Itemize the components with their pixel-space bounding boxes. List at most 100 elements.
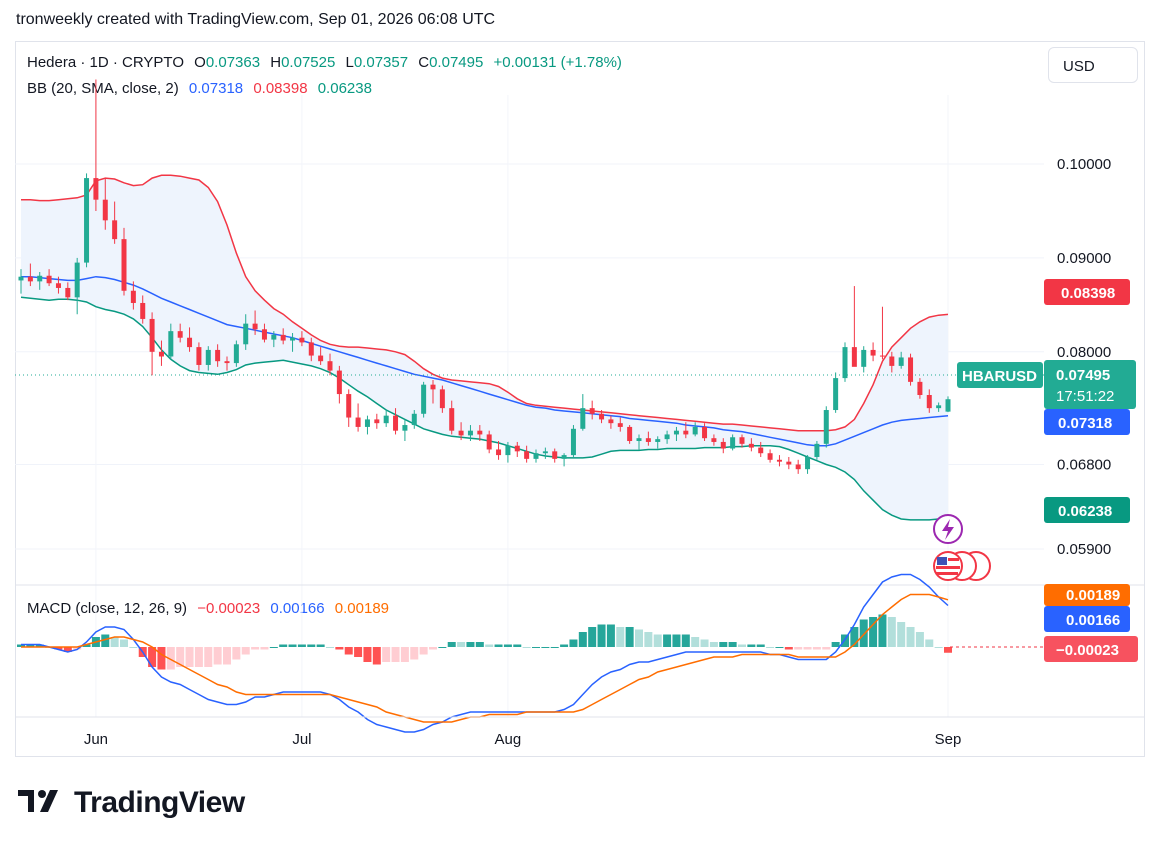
histogram-bar <box>887 617 896 647</box>
candle-body <box>524 451 530 459</box>
histogram-bar <box>335 647 344 650</box>
symbol-label[interactable]: Hedera · 1D · CRYPTO <box>27 54 184 71</box>
histogram-bar <box>616 627 625 647</box>
histogram-bar <box>850 627 859 647</box>
candle-body <box>374 419 380 424</box>
histogram-bar <box>120 639 128 647</box>
candle-body <box>18 276 24 281</box>
candle-body <box>842 347 848 379</box>
histogram-bar <box>738 644 746 647</box>
candle-body <box>505 445 511 456</box>
histogram-bar <box>354 647 363 657</box>
candle-body <box>233 344 239 364</box>
histogram-bar <box>429 647 437 650</box>
candle-body <box>655 439 661 442</box>
candle-body <box>411 413 417 426</box>
histogram-bar <box>344 647 353 655</box>
histogram-bar <box>213 647 222 665</box>
candle-body <box>795 464 801 470</box>
close-value: 0.07495 <box>429 54 484 71</box>
tradingview-logo[interactable]: TradingView <box>18 786 245 820</box>
candle-body <box>496 449 502 456</box>
candlesticks <box>18 79 951 474</box>
candle-body <box>936 405 942 409</box>
candle-body <box>767 453 773 460</box>
price-tick-label: 0.09000 <box>1057 250 1111 267</box>
histogram-bar <box>532 647 540 648</box>
candle-body <box>37 275 43 282</box>
histogram-bar <box>747 644 756 647</box>
histogram-bar <box>869 617 878 647</box>
candle-body <box>898 357 904 366</box>
histogram-bar <box>756 644 765 647</box>
candle-body <box>542 451 548 454</box>
candle-body <box>477 430 483 435</box>
us-flag-event-icons[interactable] <box>933 551 991 581</box>
histogram-bar <box>279 644 288 647</box>
histogram-bar <box>494 644 503 647</box>
macd-hist-tag: −0.00023 <box>1044 636 1138 662</box>
price-tick-label: 0.10000 <box>1057 156 1111 173</box>
candle-body <box>627 426 633 442</box>
candle-body <box>280 334 286 341</box>
tradingview-logo-text: TradingView <box>74 786 245 819</box>
macd-indicator-label[interactable]: MACD (close, 12, 26, 9) <box>27 600 188 617</box>
histogram-bar <box>541 647 550 648</box>
histogram-bar <box>63 647 72 652</box>
candle-body <box>364 419 370 427</box>
histogram-bar <box>728 642 737 647</box>
histogram-bar <box>663 634 672 647</box>
histogram-bar <box>410 647 419 660</box>
histogram-bar <box>775 647 784 648</box>
candle-body <box>711 438 717 442</box>
candle-body <box>149 318 155 352</box>
histogram-bar <box>485 644 494 647</box>
candle-body <box>861 349 867 367</box>
candle-body <box>926 395 932 409</box>
candle-body <box>177 331 183 338</box>
bollinger-band-fill <box>21 175 948 520</box>
histogram-bar <box>363 647 372 662</box>
histogram-bar <box>859 619 868 647</box>
tradingview-logo-icon <box>18 790 58 812</box>
upper-band-tag-label: 0.08398 <box>1061 285 1115 302</box>
candle-body <box>664 434 670 440</box>
candle-body <box>851 347 857 367</box>
candle-body <box>561 455 567 459</box>
lightning-event-icon[interactable] <box>933 514 963 544</box>
candle-body <box>945 399 951 412</box>
histogram-bar <box>784 647 793 650</box>
candle-body <box>205 349 211 365</box>
histogram-bar <box>316 644 325 647</box>
candle-body <box>805 456 811 470</box>
histogram-bar <box>372 647 381 665</box>
price-tick-label: 0.08000 <box>1057 344 1111 361</box>
candle-body <box>299 337 305 343</box>
histogram-bar <box>841 634 849 647</box>
histogram-bar <box>148 647 157 667</box>
candle-body <box>168 331 174 357</box>
candle-body <box>599 413 605 420</box>
candle-body <box>102 199 108 221</box>
histogram-bar <box>831 642 840 647</box>
candle-body <box>617 423 623 427</box>
candle-body <box>93 178 99 200</box>
histogram-bar <box>307 644 316 647</box>
candle-body <box>439 389 445 409</box>
currency-button[interactable]: USD <box>1048 47 1138 83</box>
histogram-bar <box>73 647 82 650</box>
lower-band-tag-label: 0.06238 <box>1058 503 1112 520</box>
candle-body <box>823 410 829 444</box>
candle-body <box>74 262 80 298</box>
macd-signal-value: 0.00189 <box>334 600 390 617</box>
histogram-bar <box>101 634 110 647</box>
time-tick-label: Aug <box>495 731 522 748</box>
candle-body <box>814 443 820 457</box>
histogram-bar <box>466 642 475 647</box>
histogram-bar <box>391 647 400 662</box>
candle-body <box>290 337 296 341</box>
low-value: 0.07357 <box>353 54 409 71</box>
bb-indicator-label[interactable]: BB (20, SMA, close, 2) <box>27 80 179 97</box>
candle-body <box>730 437 736 449</box>
